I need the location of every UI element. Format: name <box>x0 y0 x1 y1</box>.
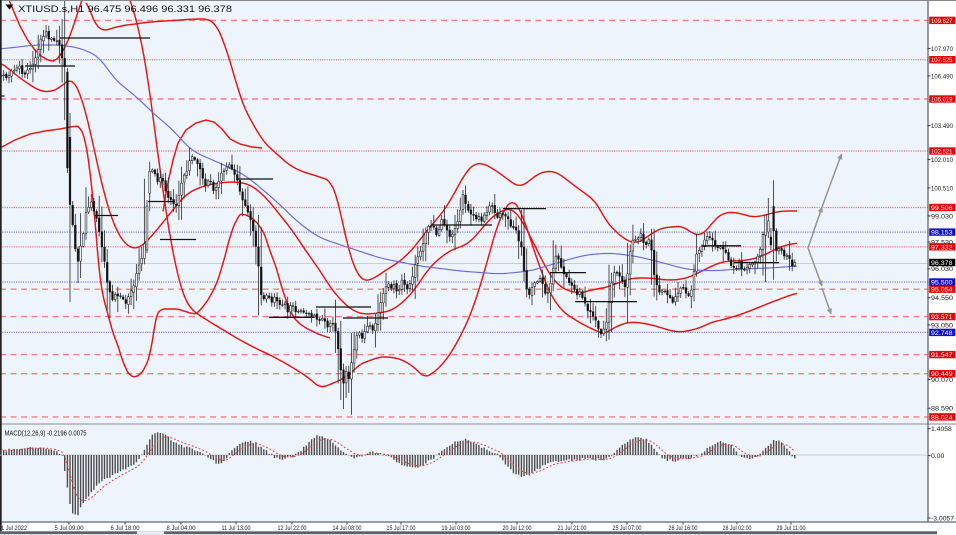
svg-text:88.590: 88.590 <box>931 406 953 413</box>
svg-text:19 Jul 03:00: 19 Jul 03:00 <box>442 525 471 532</box>
svg-text:20 Jul 12:00: 20 Jul 12:00 <box>503 525 532 532</box>
svg-text:96.030: 96.030 <box>931 266 953 273</box>
svg-text:8 Jul 04:00: 8 Jul 04:00 <box>167 525 196 532</box>
svg-text:102.521: 102.521 <box>931 149 953 156</box>
svg-text:-3.0057: -3.0057 <box>931 516 954 523</box>
svg-text:14 Jul 08:00: 14 Jul 08:00 <box>333 525 362 532</box>
svg-text:12 Jul 22:00: 12 Jul 22:00 <box>278 525 307 532</box>
svg-text:6 Jul 18:00: 6 Jul 18:00 <box>111 525 140 532</box>
svg-text:29 Jul 11:00: 29 Jul 11:00 <box>777 525 806 532</box>
svg-text:93.050: 93.050 <box>931 322 953 329</box>
svg-text:28 Jul 02:00: 28 Jul 02:00 <box>723 525 752 532</box>
svg-text:1.4058: 1.4058 <box>931 426 952 433</box>
svg-text:99.506: 99.506 <box>931 205 953 212</box>
svg-text:96.378: 96.378 <box>931 260 953 267</box>
svg-text:XTIUSD.s,H1 96.475 96.496 96.: XTIUSD.s,H1 96.475 96.496 96.331 96.378 <box>18 4 232 14</box>
svg-text:93.571: 93.571 <box>931 314 953 321</box>
svg-text:98.153: 98.153 <box>931 230 953 237</box>
svg-text:21 Jul 21:00: 21 Jul 21:00 <box>558 525 587 532</box>
svg-text:11 Jul 13:00: 11 Jul 13:00 <box>222 525 251 532</box>
svg-text:91.547: 91.547 <box>931 352 953 359</box>
svg-text:94.550: 94.550 <box>931 295 953 302</box>
svg-text:105.019: 105.019 <box>931 97 953 104</box>
svg-text:5 Jul 09:00: 5 Jul 09:00 <box>55 525 84 532</box>
svg-text:MACD(12,26,9) -0.2196 0.0075: MACD(12,26,9) -0.2196 0.0075 <box>5 431 87 438</box>
svg-text:15 Jul 17:00: 15 Jul 17:00 <box>387 525 416 532</box>
svg-text:90.449: 90.449 <box>931 371 953 378</box>
svg-text:1 Jul 2022: 1 Jul 2022 <box>1 525 27 532</box>
svg-text:90.070: 90.070 <box>931 377 953 384</box>
svg-text:92.748: 92.748 <box>931 330 953 337</box>
svg-text:25 Jul 07:00: 25 Jul 07:00 <box>613 525 642 532</box>
svg-text:102.010: 102.010 <box>931 157 953 164</box>
svg-text:97.530: 97.530 <box>931 240 953 247</box>
svg-text:26 Jul 16:00: 26 Jul 16:00 <box>669 525 698 532</box>
svg-text:97.332: 97.332 <box>931 244 953 251</box>
svg-text:0.00: 0.00 <box>931 453 944 460</box>
svg-text:107.970: 107.970 <box>931 46 953 53</box>
svg-text:95.054: 95.054 <box>931 287 953 294</box>
svg-text:106.490: 106.490 <box>931 73 953 80</box>
svg-text:99.030: 99.030 <box>931 213 953 220</box>
svg-text:109.627: 109.627 <box>931 18 953 25</box>
svg-text:88.024: 88.024 <box>931 414 953 421</box>
svg-text:95.500: 95.500 <box>931 280 953 287</box>
svg-text:107.525: 107.525 <box>931 57 953 64</box>
svg-text:100.510: 100.510 <box>931 185 953 192</box>
svg-text:103.490: 103.490 <box>931 123 953 130</box>
